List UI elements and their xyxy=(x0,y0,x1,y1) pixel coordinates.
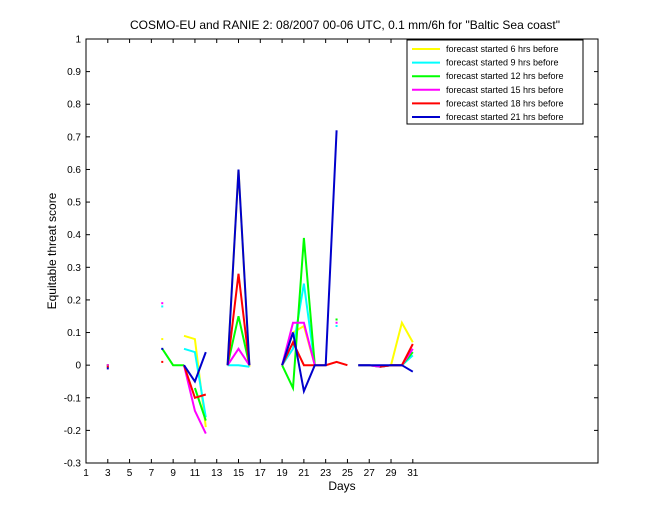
x-tick-label: 13 xyxy=(211,468,223,479)
y-tick-label: -0.2 xyxy=(64,426,82,437)
x-tick-label: 17 xyxy=(255,468,267,479)
legend-label: forecast started 15 hrs before xyxy=(446,85,564,95)
legend-entry: forecast started 6 hrs before xyxy=(412,44,559,54)
series-line xyxy=(183,351,207,384)
series-line xyxy=(358,364,414,373)
legend-entry: forecast started 18 hrs before xyxy=(412,98,564,108)
y-tick-label: 0.4 xyxy=(67,230,81,241)
chart-title: COSMO-EU and RANIE 2: 08/2007 00-06 UTC,… xyxy=(130,18,560,32)
series-line xyxy=(193,387,207,421)
series-layer xyxy=(106,130,414,435)
y-tick-label: 0 xyxy=(75,361,81,372)
series-point xyxy=(106,364,109,367)
series-line xyxy=(226,315,251,366)
x-tick-label: 21 xyxy=(298,468,310,479)
series-point xyxy=(106,367,109,370)
series-point xyxy=(161,360,164,363)
series-point xyxy=(161,302,164,305)
y-tick-label: 1 xyxy=(75,35,81,46)
legend-label: forecast started 9 hrs before xyxy=(446,58,559,68)
series-point xyxy=(161,305,164,308)
x-tick-label: 27 xyxy=(364,468,376,479)
series-line xyxy=(161,348,184,367)
legend-label: forecast started 21 hrs before xyxy=(446,112,564,122)
x-tick-label: 25 xyxy=(342,468,354,479)
series-point xyxy=(161,347,164,350)
x-tick-label: 9 xyxy=(170,468,176,479)
x-tick-label: 31 xyxy=(407,468,419,479)
x-tick-label: 5 xyxy=(127,468,133,479)
series-point xyxy=(106,365,109,368)
y-tick-label: -0.3 xyxy=(64,459,82,470)
series-line xyxy=(183,364,207,435)
series-line xyxy=(183,364,207,400)
y-tick-label: 0.2 xyxy=(67,295,81,306)
legend-label: forecast started 12 hrs before xyxy=(446,71,564,81)
y-tick-label: 0.3 xyxy=(67,263,81,274)
y-tick-label: 0.6 xyxy=(67,165,81,176)
x-axis-label: Days xyxy=(328,479,355,493)
series-point xyxy=(335,325,338,328)
series-point xyxy=(161,338,164,341)
y-tick-label: 0.9 xyxy=(67,67,81,78)
legend-label: forecast started 18 hrs before xyxy=(446,98,564,108)
y-tick-label: -0.1 xyxy=(64,393,82,404)
legend-box xyxy=(406,39,584,125)
y-tick-label: 0.5 xyxy=(67,198,81,209)
series-line xyxy=(227,364,250,368)
legend-entry: forecast started 12 hrs before xyxy=(412,71,564,81)
x-axis: 1 3 5 7 9 11 13 15 17 19 21 23 25 27 29 31 xyxy=(83,39,419,479)
y-tick-label: 0.8 xyxy=(67,100,81,111)
y-axis-label: Equitable threat score xyxy=(45,192,59,309)
x-tick-label: 23 xyxy=(320,468,332,479)
series-6 xyxy=(106,130,414,395)
legend-entry: forecast started 9 hrs before xyxy=(412,58,559,68)
legend-entry: forecast started 21 hrs before xyxy=(412,112,564,122)
legend: forecast started 6 hrs before forecast st… xyxy=(406,39,584,125)
series-line xyxy=(226,346,251,366)
series-point xyxy=(335,321,338,324)
y-axis: -0.3 -0.2 -0.1 0 0.1 0.2 0.3 0.4 0.5 0.6 0.7 0.8 0.9… xyxy=(64,35,598,470)
series-line xyxy=(281,237,316,392)
x-tick-label: 11 xyxy=(190,468,201,479)
legend-label: forecast started 6 hrs before xyxy=(446,44,559,54)
series-point xyxy=(335,318,338,321)
series-line xyxy=(226,169,251,366)
series-line xyxy=(226,273,251,366)
y-tick-label: 0.1 xyxy=(67,328,81,339)
x-tick-label: 19 xyxy=(277,468,289,479)
x-tick-label: 29 xyxy=(385,468,397,479)
x-tick-label: 1 xyxy=(83,468,89,479)
x-tick-label: 3 xyxy=(105,468,111,479)
series-line xyxy=(281,130,338,395)
series-line xyxy=(281,321,316,366)
legend-entry: forecast started 15 hrs before xyxy=(412,85,564,95)
x-tick-label: 7 xyxy=(149,468,155,479)
y-tick-label: 0.7 xyxy=(67,132,81,143)
x-tick-label: 15 xyxy=(233,468,245,479)
